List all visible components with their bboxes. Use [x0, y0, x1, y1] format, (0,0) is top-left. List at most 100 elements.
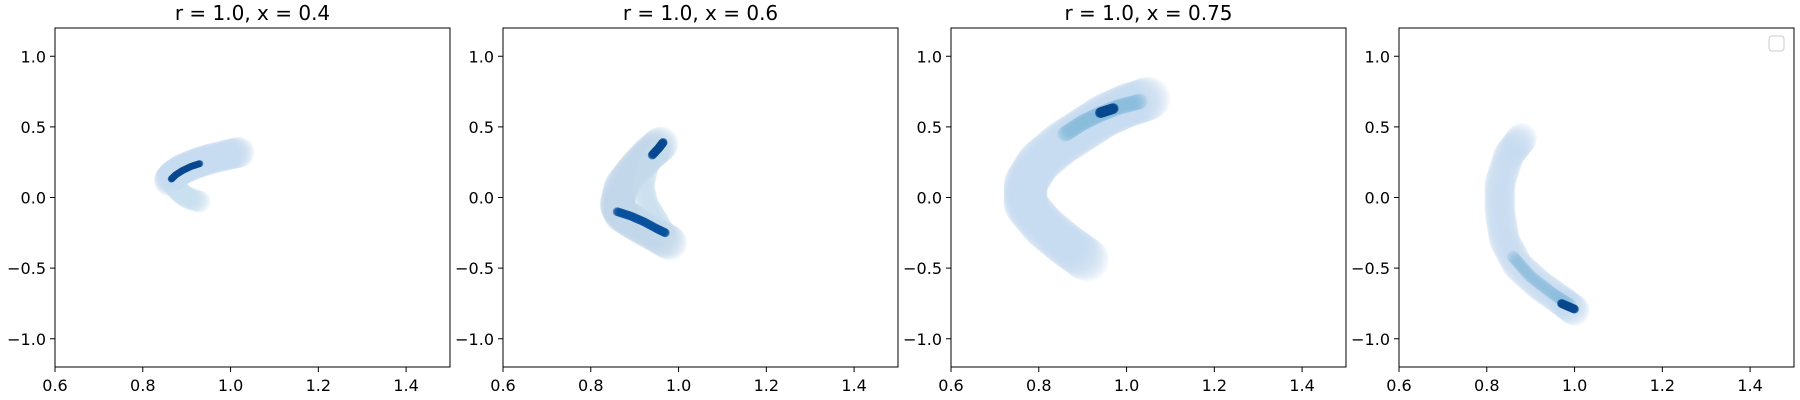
density-mark: [1003, 164, 1048, 209]
density-mark: [1012, 147, 1057, 192]
density-mark: [210, 139, 242, 171]
density-mark: [1502, 127, 1534, 159]
density-mark: [1486, 206, 1517, 238]
density-mark: [1003, 170, 1048, 215]
density-mark: [213, 139, 245, 170]
density-mark: [1096, 87, 1141, 132]
x-tick-label: 1.0: [1114, 376, 1139, 395]
density-mark: [1078, 112, 1095, 129]
density-mark: [636, 158, 659, 181]
density-mark: [636, 155, 659, 178]
density-mark: [1022, 205, 1067, 249]
density-mark: [1499, 244, 1531, 276]
density-mark: [171, 183, 194, 206]
density-mark: [200, 142, 232, 173]
y-tick-label: 0.0: [917, 189, 942, 208]
y-tick-label: 0.0: [469, 189, 494, 208]
density-mark: [1052, 228, 1097, 273]
density-mark: [1120, 78, 1165, 123]
density-mark: [199, 142, 231, 174]
density-mark: [614, 155, 650, 191]
density-mark: [166, 178, 189, 201]
density-mark: [658, 138, 668, 147]
density-mark: [602, 173, 638, 210]
density-mark: [640, 199, 663, 222]
density-mark: [1052, 112, 1097, 157]
density-mark: [1523, 269, 1536, 282]
density-mark: [1029, 210, 1073, 255]
density-mark: [1494, 138, 1526, 170]
density-mark: [1484, 192, 1516, 223]
x-tick-label: 1.4: [393, 376, 418, 395]
density-mark: [1525, 270, 1557, 302]
density-mark: [1114, 80, 1158, 125]
density-mark: [634, 166, 657, 189]
density-mark: [1035, 124, 1080, 169]
density-mark: [1119, 96, 1136, 113]
density-mark: [1541, 283, 1555, 297]
density-mark: [1036, 216, 1081, 261]
density-mark: [612, 157, 648, 193]
density-mark: [1003, 167, 1048, 212]
y-tick-label: 0.5: [1365, 118, 1390, 137]
density-mark: [635, 162, 658, 185]
density-mark: [1489, 226, 1521, 258]
density-mark: [1500, 130, 1532, 161]
density-mark: [1098, 86, 1143, 131]
density-mark: [635, 188, 658, 211]
density-mark: [1503, 126, 1535, 158]
density-mark: [1101, 85, 1146, 130]
density-mark: [619, 148, 656, 184]
density-mark: [1099, 85, 1144, 130]
density-mark: [1126, 76, 1171, 121]
density-mark: [216, 138, 248, 170]
density-mark: [1011, 191, 1056, 236]
density-mark: [1517, 264, 1549, 295]
density-mark: [174, 185, 197, 208]
density-mark: [635, 161, 658, 184]
density-mark: [600, 183, 636, 219]
density-mark: [1027, 209, 1072, 253]
density-mark: [1520, 266, 1552, 298]
y-tick-label: −1.0: [7, 330, 46, 349]
density-mark: [1506, 250, 1520, 263]
density-mark: [214, 138, 246, 170]
density-mark: [1486, 161, 1518, 193]
density-mark: [1124, 77, 1169, 122]
density-mark: [1492, 141, 1524, 173]
density-mark: [1498, 133, 1529, 165]
density-mark: [1488, 222, 1520, 254]
density-mark: [1535, 278, 1548, 292]
density-mark: [636, 156, 659, 179]
density-mark: [175, 186, 198, 208]
density-mark: [1058, 125, 1075, 142]
density-mark: [601, 177, 637, 213]
density-mark: [603, 169, 639, 206]
density-mark: [207, 140, 238, 172]
density-mark: [1501, 248, 1532, 279]
x-tick-label: 0.8: [578, 376, 603, 395]
y-tick-label: 0.0: [21, 189, 46, 208]
density-mark: [1122, 95, 1139, 112]
x-tick-label: 1.2: [1202, 376, 1227, 395]
density-mark: [635, 159, 658, 182]
density-mark: [1007, 155, 1052, 200]
density-mark: [1494, 235, 1526, 267]
density-mark: [632, 176, 655, 199]
density-mark: [633, 177, 656, 200]
density-mark: [173, 184, 196, 207]
density-mark: [179, 187, 202, 210]
x-tick-label: 1.4: [841, 376, 866, 395]
density-mark: [1550, 289, 1563, 303]
density-mark: [1491, 145, 1523, 177]
legend-box: [1768, 35, 1785, 52]
density-mark: [223, 137, 254, 168]
density-mark: [1041, 220, 1086, 265]
density-mark: [186, 189, 208, 212]
density-mark: [188, 190, 211, 213]
density-mark: [1490, 149, 1521, 181]
density-mark: [1116, 97, 1132, 114]
density-mark: [641, 200, 664, 223]
density-mark: [1004, 184, 1049, 229]
density-mark: [1131, 93, 1148, 110]
